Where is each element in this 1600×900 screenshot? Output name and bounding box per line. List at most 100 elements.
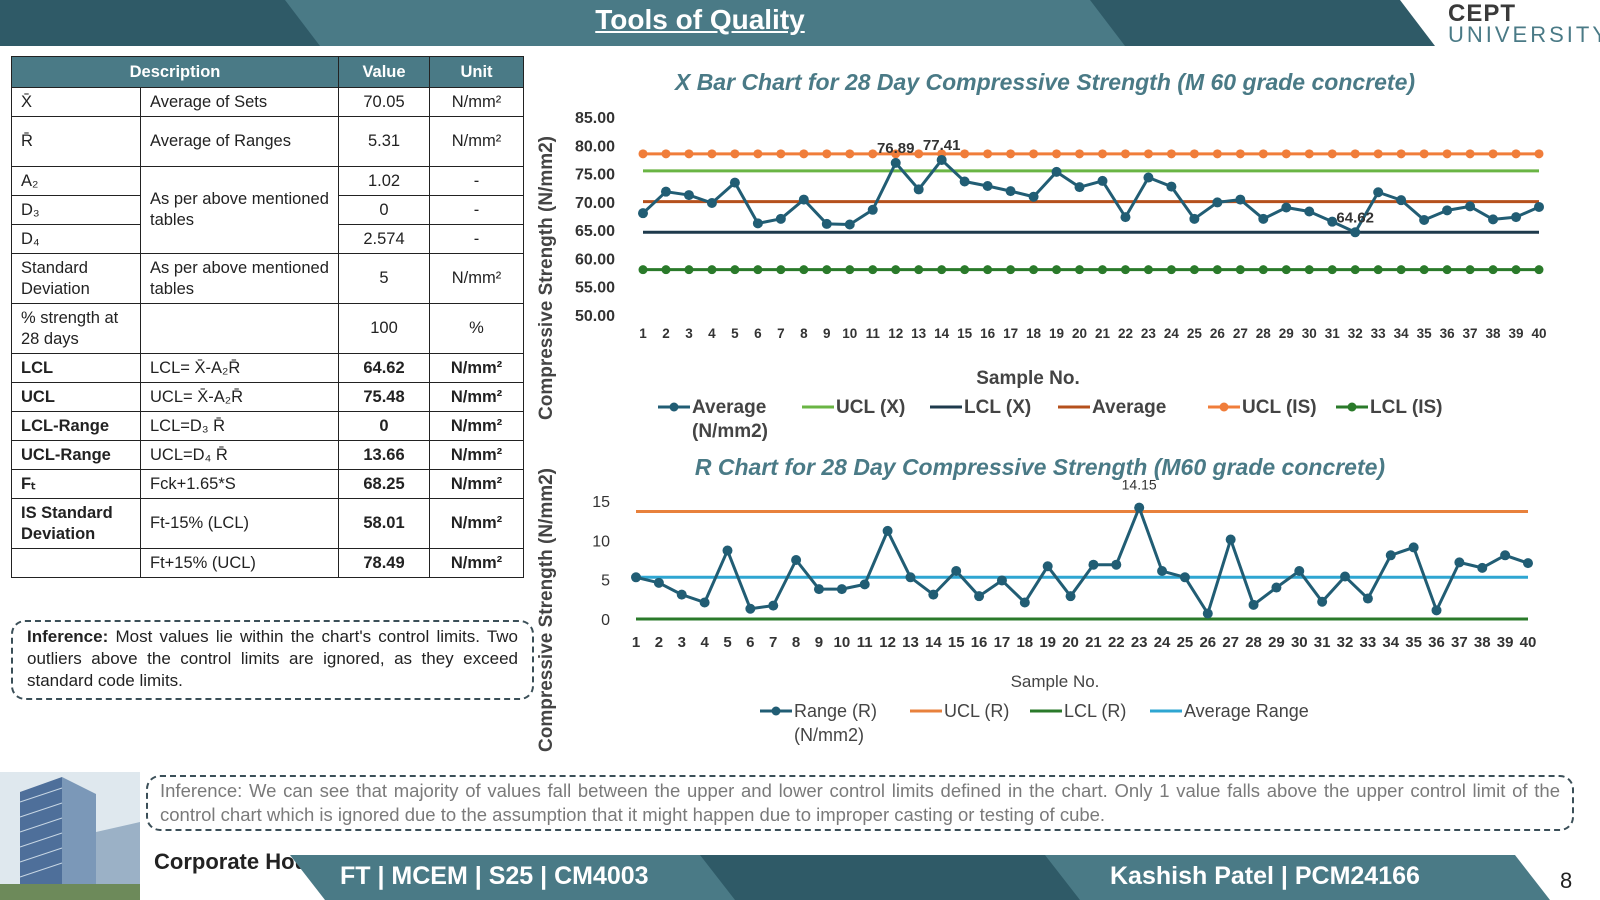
series-point-5 [1281, 265, 1291, 275]
cell-value: 64.62 [338, 353, 430, 383]
data-point [859, 579, 870, 590]
x-tick-label: 4 [700, 634, 709, 651]
x-tick-label: 32 [1348, 326, 1363, 341]
cell-value: 1.02 [338, 166, 430, 196]
data-point [1134, 502, 1145, 513]
cell-symbol: LCL-Range [11, 411, 141, 441]
data-point [1281, 202, 1292, 213]
x-tick-label: 31 [1325, 326, 1341, 341]
x-tick-label: 15 [948, 634, 965, 651]
cell-unit: N/mm² [429, 411, 524, 441]
x-tick-label: 16 [980, 326, 996, 341]
x-tick-label: 38 [1486, 326, 1502, 341]
data-point [1157, 566, 1168, 577]
data-point [1511, 212, 1522, 223]
cell-symbol: UCL-Range [11, 440, 141, 470]
y-tick-label: 80.00 [575, 138, 615, 155]
data-point [905, 572, 916, 583]
data-point [821, 218, 832, 229]
x-tick-label: 30 [1302, 326, 1317, 341]
series-point-4 [983, 149, 993, 159]
series-point-5 [960, 265, 970, 275]
cell-value: 68.25 [338, 469, 430, 499]
x-tick-label: 2 [662, 326, 670, 341]
x-tick-label: 35 [1417, 326, 1433, 341]
x-tick-label: 28 [1256, 326, 1272, 341]
legend-label: (N/mm2) [794, 725, 864, 745]
series-point-5 [661, 265, 671, 275]
cell-unit: - [429, 195, 524, 225]
x-tick-label: 31 [1314, 634, 1331, 651]
footer-author: Kashish Patel | PCM24166 [1110, 862, 1420, 890]
legend-label: Average [692, 397, 766, 418]
x-tick-label: 27 [1233, 326, 1248, 341]
cell-symbol: UCL [11, 382, 141, 412]
cell-unit: N/mm² [429, 382, 524, 412]
data-point [913, 184, 924, 195]
data-point [1340, 571, 1351, 582]
data-point [745, 603, 756, 614]
x-tick-label: 27 [1222, 634, 1239, 651]
y-tick-label: 55.00 [575, 280, 615, 297]
y-tick-label: 75.00 [575, 167, 615, 184]
r-chart: R Chart for 28 Day Compressive Strength … [536, 455, 1537, 752]
series-point-4 [776, 149, 786, 159]
data-point [752, 218, 763, 229]
x-tick-label: 20 [1062, 634, 1079, 651]
series-point-5 [1419, 265, 1429, 275]
data-point [1373, 187, 1384, 198]
x-tick-label: 3 [685, 326, 693, 341]
footer-course: FT | MCEM | S25 | CM4003 [340, 862, 649, 890]
series-point-4 [1052, 149, 1062, 159]
x-tick-label: 40 [1520, 634, 1537, 651]
data-point [1225, 534, 1236, 545]
series-point-5 [684, 265, 694, 275]
cell-desc: LCL= X̄-A₂R̄ [140, 353, 339, 383]
series-point-5 [1327, 265, 1337, 275]
x-tick-label: 10 [842, 326, 857, 341]
cell-symbol: Fₜ [11, 469, 141, 499]
series-point-4 [1327, 149, 1337, 159]
x-tick-label: 11 [866, 326, 881, 341]
series-point-4 [661, 149, 671, 159]
series-point-4 [1120, 149, 1130, 159]
cell-symbol: D₃ [11, 195, 141, 225]
cell-desc [140, 303, 339, 354]
series-point-5 [799, 265, 809, 275]
data-series-line [641, 158, 1540, 234]
series-point-4 [1511, 149, 1521, 159]
footer-accent [700, 855, 1080, 900]
data-point [1350, 227, 1361, 238]
series-point-5 [1465, 265, 1475, 275]
cell-desc: Average of Sets [140, 87, 339, 117]
x-tick-label: 26 [1199, 634, 1216, 651]
page-title: Tools of Quality [595, 4, 805, 35]
x-tick-label: 19 [1049, 326, 1064, 341]
x-tick-label: 21 [1095, 326, 1111, 341]
x-tick-label: 5 [731, 326, 739, 341]
cell-unit: N/mm² [429, 253, 524, 304]
series-point-5 [1304, 265, 1314, 275]
legend-label: LCL (X) [964, 397, 1031, 418]
y-tick-label: 10 [592, 533, 610, 550]
x-tick-label: 13 [911, 326, 927, 341]
data-point [1488, 214, 1499, 225]
data-point [1362, 593, 1373, 604]
data-point [1442, 205, 1453, 216]
data-point [729, 177, 740, 188]
data-point [791, 555, 802, 565]
cell-unit: N/mm² [429, 469, 524, 499]
x-tick-label: 4 [708, 326, 716, 341]
data-point [1431, 605, 1442, 616]
x-tick-label: 36 [1428, 634, 1445, 651]
series-point-4 [1166, 149, 1176, 159]
series-point-5 [730, 265, 740, 275]
series-point-4 [960, 149, 970, 159]
inference-box-table: Inference: Most values lie within the ch… [11, 620, 534, 700]
x-bar-chart: X Bar Chart for 28 Day Compressive Stren… [536, 69, 1547, 442]
data-point [1051, 166, 1062, 177]
logo-cept: CEPT [1448, 0, 1517, 27]
data-label: 76.89 [877, 140, 915, 157]
x-tick-label: 25 [1177, 634, 1194, 651]
cell-desc: Ft-15% (LCL) [140, 498, 339, 549]
